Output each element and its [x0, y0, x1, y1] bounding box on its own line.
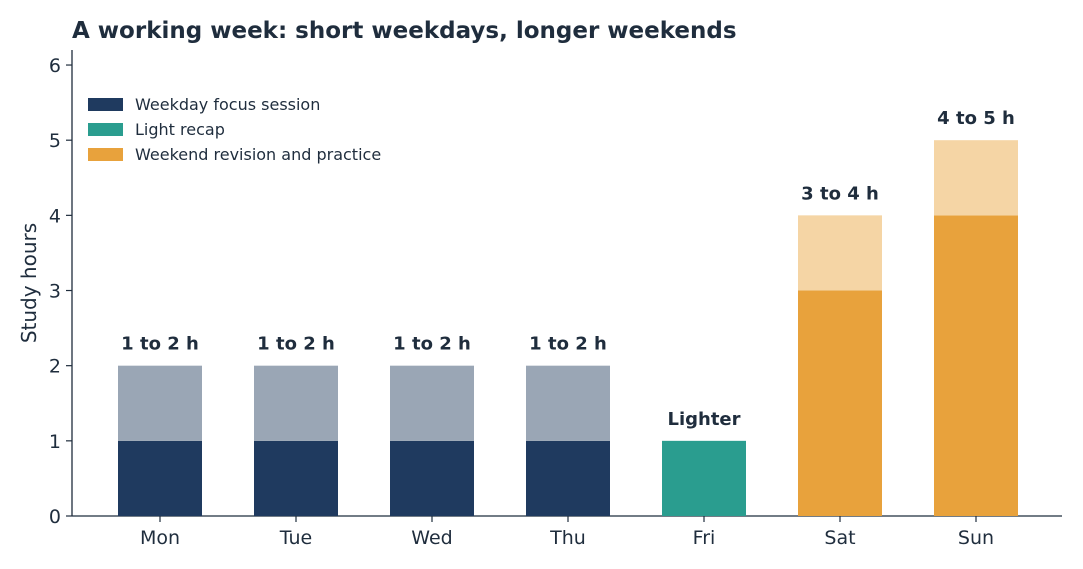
bar-thu-range — [526, 365, 610, 441]
x-tick-label-wed: Wed — [411, 527, 452, 549]
bar-fri-base — [662, 440, 746, 516]
bar-label-sat: 3 to 4 h — [801, 183, 879, 204]
bar-label-mon: 1 to 2 h — [121, 334, 199, 355]
y-tick-label: 4 — [49, 205, 61, 227]
y-tick-label: 1 — [49, 431, 61, 453]
legend: Weekday focus session Light recap Weekend … — [88, 95, 381, 164]
legend-swatch-2 — [88, 148, 123, 161]
y-tick-label: 0 — [49, 506, 61, 528]
bars — [118, 140, 1018, 516]
bar-label-thu: 1 to 2 h — [529, 334, 607, 355]
y-tick-label: 2 — [49, 356, 61, 378]
bar-mon-range — [118, 365, 202, 441]
bar-label-wed: 1 to 2 h — [393, 334, 471, 355]
bar-labels: 1 to 2 h 1 to 2 h 1 to 2 h 1 to 2 h Lighter 3… — [121, 108, 1015, 430]
y-tick-label: 6 — [49, 55, 61, 77]
legend-label-1: Light recap — [135, 120, 225, 139]
y-tick-labels: 0 1 2 3 4 5 6 — [49, 55, 72, 528]
bar-sat-range — [798, 215, 882, 291]
x-tick-label-sun: Sun — [958, 527, 994, 549]
x-tick-label-fri: Fri — [693, 527, 716, 549]
bar-wed-range — [390, 365, 474, 441]
bar-wed-base — [390, 440, 474, 516]
bar-sat-base — [798, 290, 882, 516]
legend-swatch-0 — [88, 98, 123, 111]
bar-sun-base — [934, 215, 1018, 516]
bar-tue-range — [254, 365, 338, 441]
bar-label-sun: 4 to 5 h — [937, 108, 1015, 129]
legend-swatch-1 — [88, 123, 123, 136]
legend-label-0: Weekday focus session — [135, 95, 320, 114]
x-tick-label-mon: Mon — [140, 527, 180, 549]
x-tick-labels: Mon Tue Wed Thu Fri Sat Sun — [140, 516, 994, 549]
legend-label-2: Weekend revision and practice — [135, 145, 381, 164]
bar-label-fri: Lighter — [667, 409, 740, 430]
y-axis-label: Study hours — [17, 223, 41, 343]
y-tick-label: 5 — [49, 130, 61, 152]
x-tick-label-thu: Thu — [549, 527, 586, 549]
bar-mon-base — [118, 440, 202, 516]
bar-thu-base — [526, 440, 610, 516]
bar-sun-range — [934, 140, 1018, 216]
chart-title: A working week: short weekdays, longer w… — [72, 18, 737, 44]
bar-label-tue: 1 to 2 h — [257, 334, 335, 355]
x-tick-label-tue: Tue — [279, 527, 312, 549]
x-tick-label-sat: Sat — [824, 527, 855, 549]
bar-tue-base — [254, 440, 338, 516]
y-tick-label: 3 — [49, 281, 61, 303]
